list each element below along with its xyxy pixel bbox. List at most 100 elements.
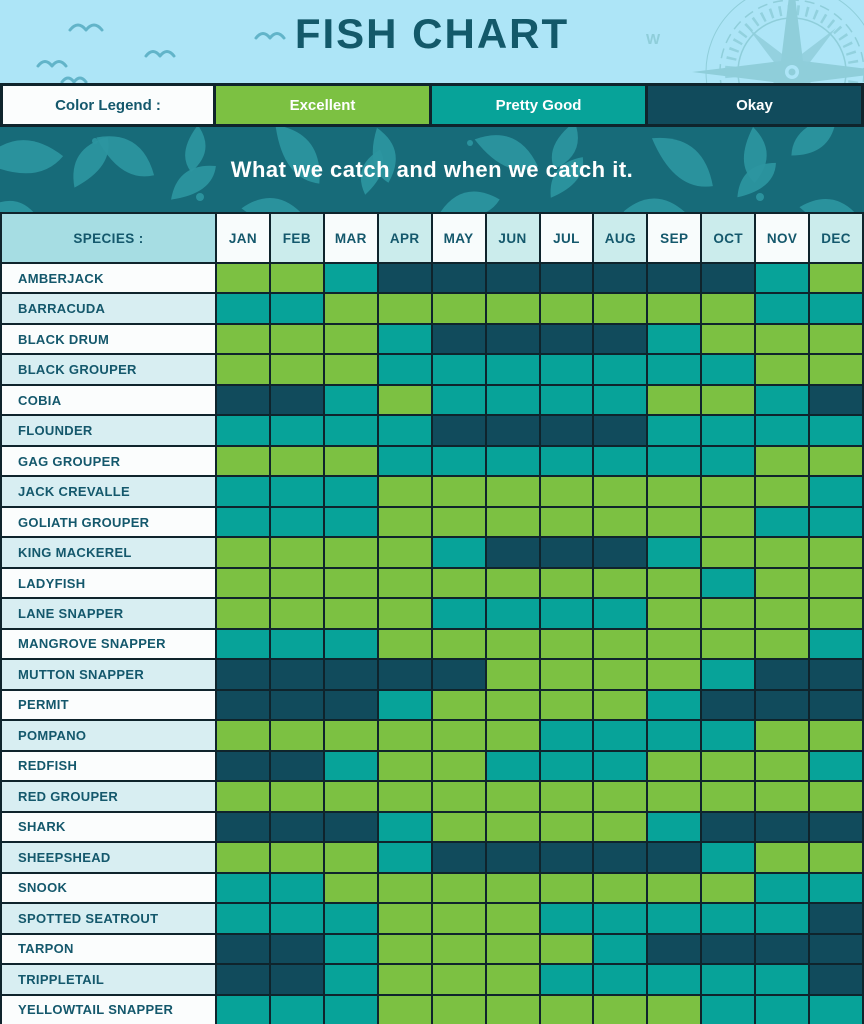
species-label: SNOOK — [2, 873, 215, 903]
rating-cell — [702, 843, 755, 872]
rating-cell — [324, 599, 377, 628]
rating-cell — [486, 355, 539, 384]
rating-cell — [756, 629, 809, 659]
rating-cell — [270, 843, 323, 872]
rating-cell — [756, 416, 809, 445]
rating-cell — [594, 385, 647, 415]
rating-cell — [217, 904, 269, 933]
rating-cell — [270, 782, 323, 811]
rating-cell — [324, 385, 377, 415]
rating-cell — [810, 355, 862, 384]
rating-cell — [756, 690, 809, 720]
species-label: PERMIT — [2, 690, 215, 720]
species-label: BARRACUDA — [2, 294, 215, 323]
rating-cell — [702, 995, 755, 1024]
rating-cell — [810, 416, 862, 445]
species-column-header: SPECIES : — [2, 214, 215, 262]
rating-cell — [648, 446, 701, 476]
rating-cell — [378, 264, 431, 293]
rating-cell — [540, 904, 593, 933]
rating-cell — [432, 812, 485, 842]
month-header-sep: SEP — [648, 214, 701, 262]
rating-cell — [217, 782, 269, 811]
rating-cell — [378, 629, 431, 659]
species-label: SHEEPSHEAD — [2, 843, 215, 872]
rating-cell — [540, 538, 593, 567]
rating-cell — [486, 324, 539, 354]
rating-cell — [486, 507, 539, 537]
rating-cell — [324, 416, 377, 445]
rating-cell — [217, 751, 269, 781]
rating-cell — [324, 660, 377, 689]
rating-cell — [810, 568, 862, 598]
rating-cell — [270, 385, 323, 415]
rating-cell — [702, 385, 755, 415]
rating-cell — [648, 416, 701, 445]
rating-cell — [270, 934, 323, 964]
rating-cell — [270, 264, 323, 293]
rating-cell — [540, 995, 593, 1024]
rating-cell — [270, 568, 323, 598]
rating-cell — [324, 873, 377, 903]
rating-cell — [594, 568, 647, 598]
rating-cell — [702, 446, 755, 476]
month-header-oct: OCT — [702, 214, 755, 262]
month-header-jan: JAN — [217, 214, 269, 262]
legend-title: Color Legend : — [3, 86, 213, 124]
rating-cell — [217, 538, 269, 567]
rating-cell — [810, 690, 862, 720]
rating-cell — [702, 599, 755, 628]
rating-cell — [378, 965, 431, 994]
rating-cell — [810, 812, 862, 842]
rating-cell — [432, 507, 485, 537]
rating-cell — [486, 721, 539, 750]
rating-cell — [324, 538, 377, 567]
rating-cell — [378, 904, 431, 933]
rating-cell — [378, 721, 431, 750]
rating-cell — [648, 721, 701, 750]
rating-cell — [810, 446, 862, 476]
rating-cell — [648, 660, 701, 689]
species-label: JACK CREVALLE — [2, 477, 215, 506]
rating-cell — [756, 324, 809, 354]
rating-cell — [378, 324, 431, 354]
rating-cell — [217, 812, 269, 842]
rating-cell — [324, 324, 377, 354]
rating-cell — [270, 965, 323, 994]
rating-cell — [756, 812, 809, 842]
rating-cell — [648, 812, 701, 842]
rating-cell — [486, 446, 539, 476]
rating-cell — [486, 690, 539, 720]
rating-cell — [540, 965, 593, 994]
month-header-mar: MAR — [324, 214, 377, 262]
page-header: FISH CHART W N NW — [0, 0, 864, 83]
rating-cell — [217, 965, 269, 994]
rating-cell — [486, 568, 539, 598]
rating-cell — [432, 843, 485, 872]
species-label: SPOTTED SEATROUT — [2, 904, 215, 933]
rating-cell — [756, 264, 809, 293]
rating-cell — [594, 934, 647, 964]
rating-cell — [378, 568, 431, 598]
rating-cell — [378, 538, 431, 567]
rating-cell — [756, 660, 809, 689]
rating-cell — [594, 904, 647, 933]
rating-cell — [378, 812, 431, 842]
rating-cell — [648, 538, 701, 567]
rating-cell — [810, 843, 862, 872]
rating-cell — [594, 538, 647, 567]
rating-cell — [540, 355, 593, 384]
rating-cell — [324, 965, 377, 994]
rating-cell — [378, 385, 431, 415]
species-label: GAG GROUPER — [2, 446, 215, 476]
rating-cell — [486, 599, 539, 628]
rating-cell — [810, 629, 862, 659]
rating-cell — [540, 568, 593, 598]
rating-cell — [217, 660, 269, 689]
rating-cell — [432, 264, 485, 293]
rating-cell — [486, 843, 539, 872]
rating-cell — [270, 477, 323, 506]
rating-cell — [324, 507, 377, 537]
rating-cell — [432, 782, 485, 811]
species-label: YELLOWTAIL SNAPPER — [2, 995, 215, 1024]
